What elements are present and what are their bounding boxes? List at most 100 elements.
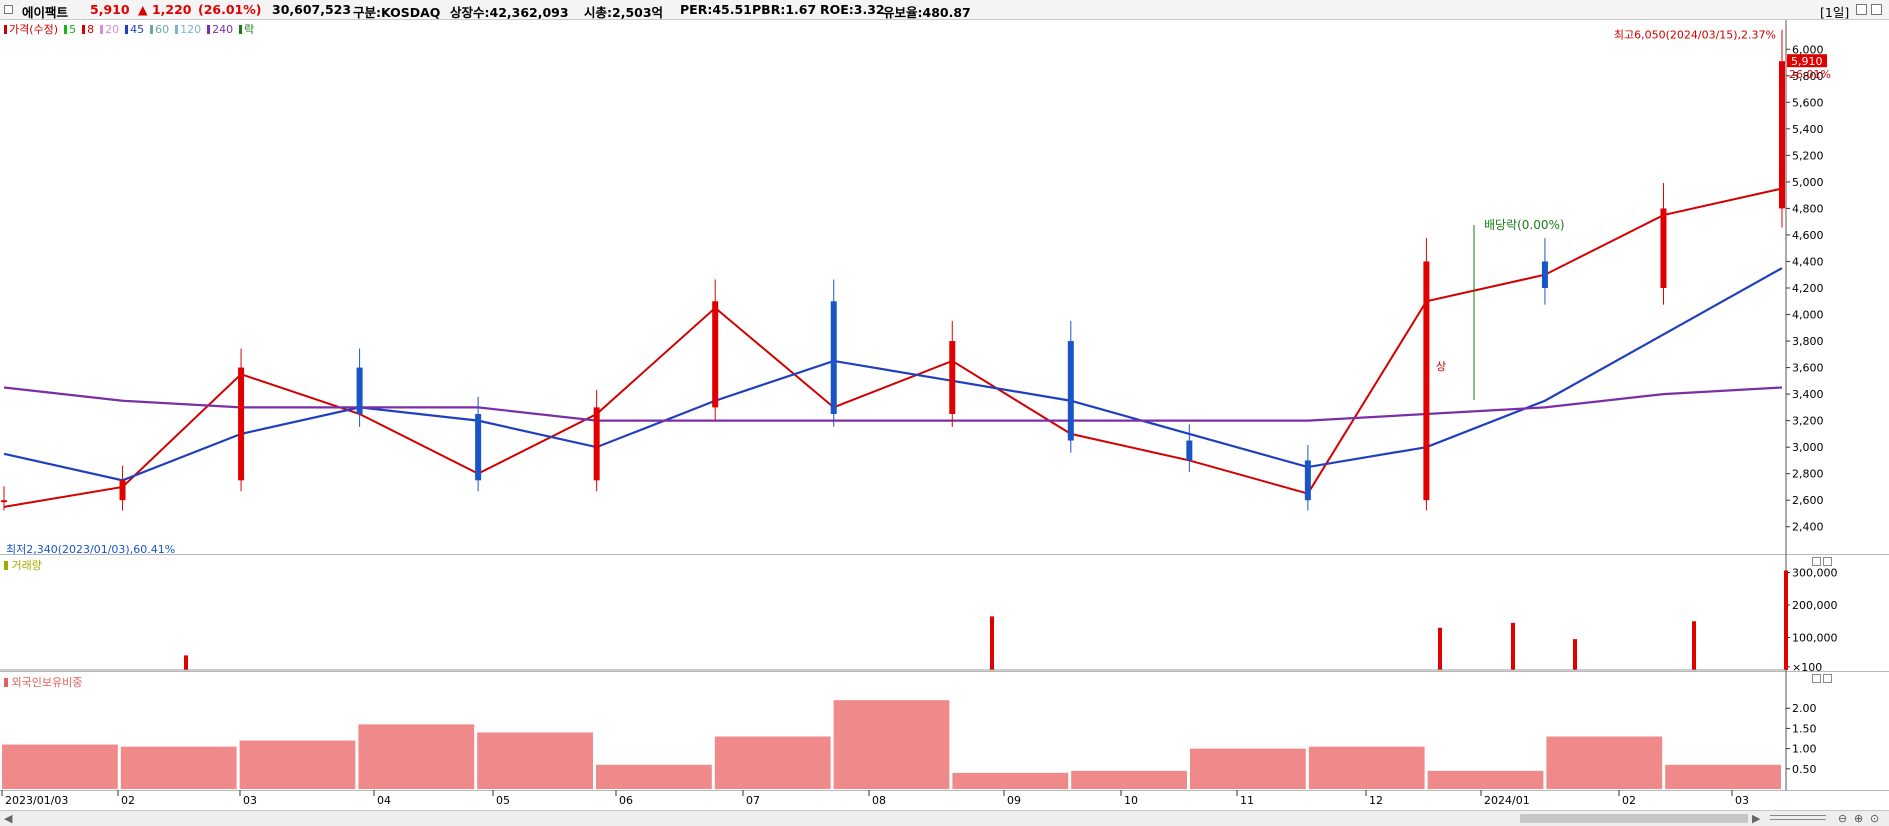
- pane-divider[interactable]: [0, 671, 1889, 672]
- legend-item-3[interactable]: 20: [105, 23, 120, 36]
- volume-title: 거래량: [11, 559, 42, 572]
- ma-8-line: [3, 187, 1783, 508]
- candle-body: [119, 480, 126, 501]
- candle-body: [356, 367, 363, 414]
- legend-item-1[interactable]: 5: [69, 23, 77, 36]
- x-tick-label: 06: [619, 794, 633, 807]
- candle-body: [949, 341, 956, 414]
- y-tick-label: 5,000: [1792, 176, 1824, 189]
- y-tick-label: 1.50: [1792, 722, 1817, 735]
- legend-swatch: [4, 561, 8, 570]
- candle-body: [1, 500, 7, 503]
- foreign-bar: [714, 736, 831, 789]
- legend-item-8[interactable]: 락: [244, 23, 255, 36]
- y-tick-label: 0.50: [1792, 763, 1817, 776]
- zoom-out-icon[interactable]: ⊖: [1838, 812, 1848, 825]
- ma-240-line: [3, 386, 1783, 422]
- foreign-bar: [477, 732, 593, 789]
- zoom-in-icon[interactable]: ⊕: [1854, 812, 1864, 825]
- window-menu-icon[interactable]: [4, 5, 13, 14]
- legend-item-6[interactable]: 120: [180, 23, 202, 36]
- candle-body: [1067, 341, 1074, 441]
- legend-swatch: [100, 25, 104, 34]
- pane-close-icon[interactable]: [1823, 557, 1832, 566]
- foreign-pane-title: 외국인보유비중: [4, 674, 82, 690]
- candle-body: [238, 367, 245, 481]
- scroll-right-icon[interactable]: ▶: [1752, 812, 1761, 825]
- x-tick-label: 07: [746, 794, 760, 807]
- volume-value: 30,607,523: [272, 2, 352, 17]
- period-button[interactable]: [1일]: [1820, 5, 1850, 20]
- y-tick-label: 3,000: [1792, 441, 1824, 454]
- candle-body: [1304, 460, 1311, 501]
- y-tick-label: 2.00: [1792, 702, 1817, 715]
- y-tick-label: 4,000: [1792, 309, 1824, 322]
- y-tick-label: 4,400: [1792, 255, 1824, 268]
- pane-maximize-icon[interactable]: [1812, 557, 1821, 566]
- pane-divider[interactable]: [0, 554, 1889, 555]
- y-tick-label: 6,000: [1792, 43, 1824, 56]
- y-tick-label: 5,600: [1792, 96, 1824, 109]
- x-tick-label: 2024/01: [1484, 794, 1530, 807]
- foreign-bar: [952, 772, 1069, 789]
- ma-45-line: [3, 267, 1783, 482]
- high-label: 최고6,050(2024/03/15),2.37%: [1614, 29, 1776, 42]
- volume-bar: [1784, 570, 1788, 670]
- foreign-bar: [833, 700, 950, 789]
- price-legend: 가격(수정) 5 8 20 45 60 120 240 락: [4, 21, 254, 37]
- x-tick-label: 02: [1622, 794, 1636, 807]
- roe-value: ROE:3.32: [820, 2, 885, 17]
- candle-body: [1779, 61, 1785, 209]
- minimize-icon[interactable]: [1856, 4, 1867, 15]
- price-change-pct: (26.01%): [198, 2, 262, 17]
- market-cap: 시총:2,503억: [584, 5, 664, 20]
- candle-body: [830, 301, 837, 414]
- scroll-left-icon[interactable]: ◀: [4, 812, 13, 825]
- x-tick-label: 10: [1124, 794, 1138, 807]
- candle-body: [1660, 208, 1667, 288]
- per-value: PER:45.51: [680, 2, 752, 17]
- y-tick-label: 4,600: [1792, 229, 1824, 242]
- pane-maximize-icon[interactable]: [1812, 674, 1821, 683]
- volume-bar: [1573, 639, 1577, 670]
- volume-bar: [1438, 627, 1442, 670]
- pane-close-icon[interactable]: [1823, 674, 1832, 683]
- y-tick-label: 4,200: [1792, 282, 1824, 295]
- legend-item-2[interactable]: 8: [87, 23, 95, 36]
- volume-bar: [1511, 622, 1515, 670]
- foreign-bar: [1190, 748, 1306, 789]
- legend-item-5[interactable]: 60: [155, 23, 170, 36]
- legend-swatch: [82, 25, 86, 34]
- x-tick-label: 08: [872, 794, 886, 807]
- y-tick-label: 3,200: [1792, 415, 1824, 428]
- legend-swatch: [64, 25, 68, 34]
- price-change: ▲ 1,220: [138, 2, 192, 17]
- x-tick-label: 03: [1735, 794, 1749, 807]
- y-tick-label: 2,400: [1792, 521, 1824, 534]
- foreign-bar: [120, 746, 237, 789]
- legend-item-7[interactable]: 240: [212, 23, 234, 36]
- candle-body: [712, 301, 719, 408]
- close-icon[interactable]: [1871, 4, 1882, 15]
- y-tick-label: 5,200: [1792, 149, 1824, 162]
- stock-info-bar: 에이팩트 5,910 ▲ 1,220 (26.01%) 30,607,523 구…: [0, 0, 1889, 20]
- zoom-reset-icon[interactable]: ⊙: [1870, 812, 1880, 825]
- foreign-bar: [2, 744, 118, 789]
- x-tick-label: 12: [1369, 794, 1383, 807]
- zoom-slider[interactable]: [1770, 815, 1826, 820]
- scroll-thumb[interactable]: [1520, 814, 1748, 823]
- legend-item-4[interactable]: 45: [130, 23, 145, 36]
- stock-name[interactable]: 에이팩트: [22, 5, 69, 20]
- foreign-bar: [596, 764, 712, 789]
- chart-scrollbar[interactable]: ◀ ▶ ⊖ ⊕ ⊙: [0, 810, 1889, 826]
- y-tick-label: 5,400: [1792, 123, 1824, 136]
- x-tick-label: 05: [496, 794, 510, 807]
- current-pct-tag: 26.01%: [1789, 68, 1831, 81]
- legend-swatch: [4, 678, 8, 687]
- x-tick-label: 2023/01/03: [5, 794, 68, 807]
- y-tick-label: 5,800: [1792, 70, 1824, 83]
- legend-swatch: [239, 25, 243, 34]
- legend-item-0[interactable]: 가격(수정): [9, 23, 59, 36]
